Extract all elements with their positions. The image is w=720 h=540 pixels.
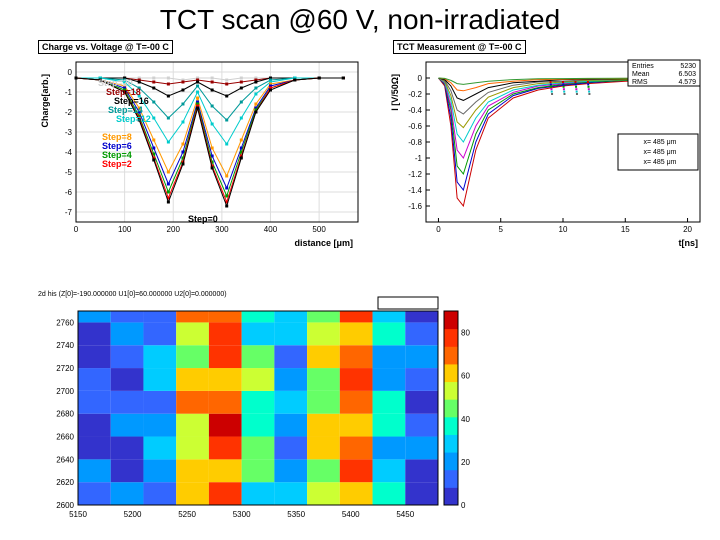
svg-text:2720: 2720 (56, 364, 74, 373)
svg-text:RMS: RMS (632, 79, 648, 86)
svg-text:x= 485 μm: x= 485 μm (643, 149, 676, 156)
svg-text:-3: -3 (65, 128, 73, 137)
svg-text:5200: 5200 (124, 510, 142, 519)
svg-text:5450: 5450 (396, 510, 414, 519)
svg-text:-1.4: -1.4 (408, 186, 422, 195)
svg-text:2700: 2700 (56, 387, 74, 396)
svg-text:-6: -6 (65, 188, 73, 197)
svg-text:distance [μm]: distance [μm] (294, 238, 353, 248)
svg-text:-1.2: -1.2 (408, 170, 422, 179)
svg-text:-1: -1 (415, 154, 423, 163)
svg-text:15: 15 (621, 225, 630, 234)
svg-text:0: 0 (461, 501, 466, 510)
svg-text:-0.8: -0.8 (408, 138, 422, 147)
svg-text:2620: 2620 (56, 478, 74, 487)
svg-text:6.503: 6.503 (678, 71, 696, 78)
svg-text:5150: 5150 (69, 510, 87, 519)
svg-text:0: 0 (74, 225, 79, 234)
svg-text:Step=2: Step=2 (102, 159, 132, 169)
svg-text:-7: -7 (65, 208, 73, 217)
svg-text:t[ns]: t[ns] (679, 238, 699, 248)
svg-text:100: 100 (118, 225, 132, 234)
svg-text:0: 0 (68, 68, 73, 77)
svg-text:Step=0: Step=0 (188, 214, 218, 224)
svg-text:-4: -4 (65, 148, 73, 157)
2d-heatmap: 2d his (Z[0]=-190.000000 U1[0]=60.000000… (38, 295, 478, 525)
svg-text:-1.6: -1.6 (408, 202, 422, 211)
svg-text:500: 500 (312, 225, 326, 234)
svg-text:-1: -1 (65, 88, 73, 97)
svg-text:x= 485 μm: x= 485 μm (643, 139, 676, 146)
svg-text:5: 5 (499, 225, 504, 234)
svg-text:5230: 5230 (680, 63, 696, 70)
tct-measurement-chart: TCT Measurement @ T=-00 C 05101520-1.6-1… (388, 50, 708, 250)
svg-text:Step=12: Step=12 (116, 114, 151, 124)
svg-text:2640: 2640 (56, 455, 74, 464)
svg-text:2680: 2680 (56, 410, 74, 419)
svg-text:2760: 2760 (56, 318, 74, 327)
svg-text:400: 400 (264, 225, 278, 234)
svg-text:2660: 2660 (56, 433, 74, 442)
svg-text:Charge[arb.]: Charge[arb.] (40, 74, 50, 128)
svg-text:0: 0 (436, 225, 441, 234)
svg-text:2740: 2740 (56, 341, 74, 350)
slide-title: TCT scan @60 V, non-irradiated (0, 4, 720, 36)
svg-text:5250: 5250 (178, 510, 196, 519)
svg-text:60: 60 (461, 372, 470, 381)
svg-text:200: 200 (167, 225, 181, 234)
svg-text:20: 20 (461, 458, 470, 467)
svg-text:-2: -2 (65, 108, 73, 117)
svg-text:Entries: Entries (632, 63, 654, 70)
svg-text:10: 10 (559, 225, 568, 234)
svg-text:80: 80 (461, 329, 470, 338)
svg-text:0: 0 (418, 74, 423, 83)
svg-text:5400: 5400 (342, 510, 360, 519)
svg-text:-0.4: -0.4 (408, 106, 422, 115)
svg-text:4.579: 4.579 (678, 79, 696, 86)
svg-text:x= 485 μm: x= 485 μm (643, 159, 676, 166)
svg-text:-0.6: -0.6 (408, 122, 422, 131)
svg-text:I [V/50Ω]: I [V/50Ω] (390, 74, 400, 111)
svg-text:2600: 2600 (56, 501, 74, 510)
svg-text:20: 20 (683, 225, 692, 234)
svg-text:40: 40 (461, 415, 470, 424)
svg-text:5350: 5350 (287, 510, 305, 519)
svg-text:Mean: Mean (632, 71, 650, 78)
svg-text:-0.2: -0.2 (408, 90, 422, 99)
svg-text:5300: 5300 (233, 510, 251, 519)
svg-text:-5: -5 (65, 168, 73, 177)
charge-vs-distance-chart: Charge vs. Voltage @ T=-00 C 01002003004… (38, 50, 368, 250)
svg-text:300: 300 (215, 225, 229, 234)
